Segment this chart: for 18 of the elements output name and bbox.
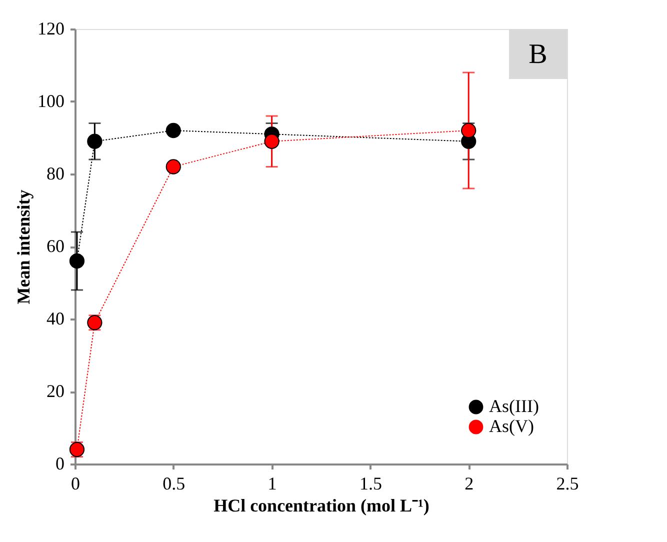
y-axis-title: Mean intensity bbox=[14, 190, 34, 304]
annotation: B bbox=[528, 39, 548, 70]
x-axis-title: HCl concentration (mol L⁻¹) bbox=[214, 496, 430, 516]
x-tick-label: 1 bbox=[268, 474, 277, 494]
y-tick-label: 20 bbox=[46, 381, 64, 401]
x-tick-label: 2 bbox=[464, 474, 474, 494]
legend-label: As(V) bbox=[489, 416, 534, 436]
x-tick-label: 1.5 bbox=[359, 474, 382, 494]
x-tick-label: 0 bbox=[71, 474, 80, 494]
y-tick-label: 100 bbox=[38, 91, 64, 111]
legend-label: As(III) bbox=[489, 396, 539, 416]
y-tick-label: 80 bbox=[46, 164, 64, 184]
y-tick-label: 40 bbox=[46, 308, 64, 328]
y-tick-label: 60 bbox=[46, 236, 64, 256]
x-tick-label: 2.5 bbox=[556, 474, 579, 494]
y-tick-label: 0 bbox=[56, 454, 64, 474]
y-tick-label: 120 bbox=[38, 18, 64, 38]
x-tick-label: 0.5 bbox=[162, 474, 186, 494]
